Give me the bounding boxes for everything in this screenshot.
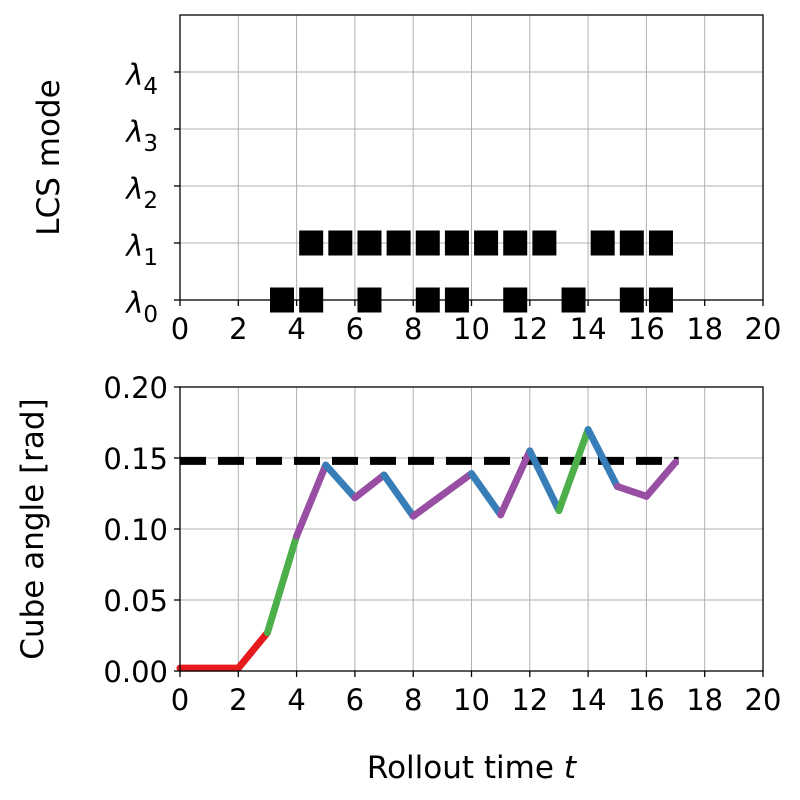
bottom-x-tick-label: 10 [453, 683, 490, 717]
bottom-y-tick-label: 0.15 [103, 442, 168, 476]
top-y-tick-label: λ1 [124, 229, 158, 271]
top-grid [179, 15, 764, 301]
mode-marker-lambda_1 [474, 230, 499, 256]
top-y-tick-label: λ0 [124, 286, 158, 328]
bottom-x-tick-label: 12 [511, 683, 548, 717]
bottom-y-tick-label: 0.10 [103, 513, 168, 547]
bottom-y-ticks: 0.00 0.05 0.10 0.15 0.20 [103, 371, 180, 689]
bottom-x-tick-label: 14 [570, 683, 607, 717]
mode-marker-lambda_1 [532, 230, 557, 256]
top-y-ticks: λ0 λ1 λ2 λ3 λ4 [124, 58, 180, 328]
angle-segment [526, 447, 563, 515]
mode-marker-lambda_1 [299, 230, 324, 256]
bottom-x-tick-label: 4 [287, 683, 305, 717]
top-x-ticks: 0 2 4 6 8 10 12 14 16 18 20 [171, 300, 782, 346]
angle-segment [584, 426, 621, 490]
top-x-tick-label: 0 [171, 312, 189, 346]
bottom-x-tick-label: 18 [686, 683, 723, 717]
bottom-x-tick-label: 2 [229, 683, 247, 717]
top-x-tick-label: 14 [570, 312, 607, 346]
top-x-tick-label: 2 [229, 312, 247, 346]
angle-segment [468, 470, 505, 519]
bottom-y-tick-label: 0.05 [103, 584, 168, 618]
bottom-y-axis-label: Cube angle [rad] [15, 398, 51, 659]
bottom-y-tick-label: 0.00 [103, 655, 168, 689]
bottom-x-axis-label: Rollout time t [367, 750, 578, 786]
x-axis-label-var: t [564, 750, 578, 786]
mode-marker-lambda_1 [357, 230, 382, 256]
mode-marker-lambda_1 [386, 230, 411, 256]
angle-segment [234, 629, 271, 672]
bottom-x-ticks: 0 2 4 6 8 10 12 14 16 18 20 [171, 671, 782, 717]
top-x-tick-label: 12 [511, 312, 548, 346]
mode-marker-lambda_1 [503, 230, 528, 256]
top-x-tick-label: 20 [745, 312, 782, 346]
top-x-tick-label: 6 [346, 312, 364, 346]
bottom-y-tick-label: 0.20 [103, 371, 168, 405]
angle-segment [293, 461, 330, 540]
top-y-axis-label: LCS mode [31, 79, 67, 235]
mode-marker-lambda_1 [415, 230, 440, 256]
angle-segment [497, 447, 534, 519]
angle-segment [555, 426, 592, 515]
top-x-tick-label: 16 [628, 312, 665, 346]
mode-marker-lambda_1 [619, 230, 644, 256]
top-y-tick-label: λ2 [124, 172, 158, 214]
angle-segment [263, 532, 301, 637]
top-x-tick-label: 4 [287, 312, 305, 346]
angle-segment [380, 471, 417, 520]
bottom-x-tick-label: 16 [628, 683, 665, 717]
top-x-tick-label: 8 [404, 312, 422, 346]
x-axis-label-text: Rollout time [367, 750, 554, 786]
lcs-mode-chart: 0 2 4 6 8 10 12 14 16 18 20 λ0 λ1 λ2 λ3 λ4 LCS mode [31, 14, 782, 346]
cube-angle-chart: 0 2 4 6 8 10 12 14 16 18 20 0.00 0.05 0.10 0.15 0.20 C… [15, 371, 782, 786]
top-y-tick-label: λ3 [124, 115, 158, 157]
top-x-tick-label: 18 [686, 312, 723, 346]
angle-segment [409, 470, 475, 520]
top-x-tick-label: 10 [453, 312, 490, 346]
mode-marker-lambda_1 [328, 230, 353, 256]
bottom-marks [176, 426, 680, 672]
angle-segment [642, 458, 680, 500]
mode-marker-lambda_1 [444, 230, 469, 256]
angle-segment [322, 461, 359, 502]
bottom-x-tick-label: 8 [404, 683, 422, 717]
bottom-x-tick-label: 6 [346, 683, 364, 717]
mode-marker-lambda_1 [590, 230, 615, 256]
bottom-x-tick-label: 20 [745, 683, 782, 717]
angle-segment [613, 482, 650, 500]
bottom-x-tick-label: 0 [171, 683, 189, 717]
angle-segment [351, 471, 388, 502]
mode-marker-lambda_1 [648, 230, 673, 256]
top-y-tick-label: λ4 [124, 58, 158, 100]
